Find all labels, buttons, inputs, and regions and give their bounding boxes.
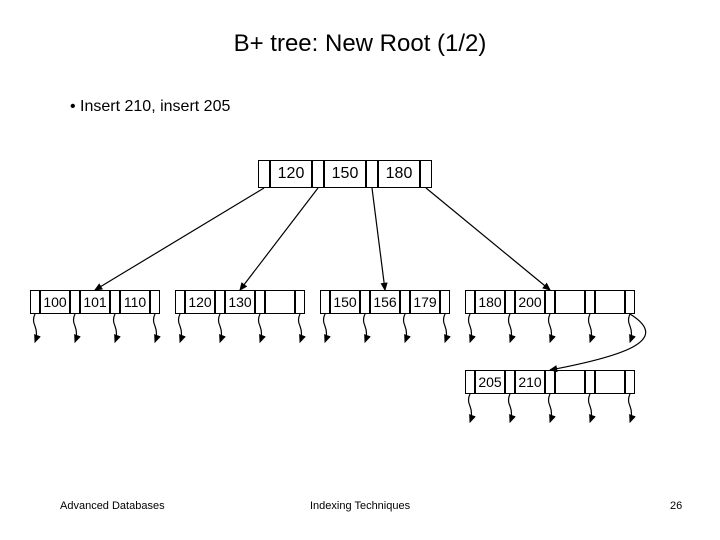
leaf-node-1: 120 130 [175,290,305,314]
leaf-ptr [585,290,595,314]
leaf-key [595,290,625,314]
root-ptr [312,160,324,188]
leaf-key: 101 [80,290,110,314]
root-ptr [366,160,378,188]
leaf-node-0: 100 101 110 [30,290,160,314]
leaf-ptr [295,290,305,314]
leaf-key: 210 [515,370,545,394]
leaf-ptr [255,290,265,314]
leaf-ptr [175,290,185,314]
leaf-ptr [625,290,635,314]
leaf-ptr [545,290,555,314]
leaf-ptr [215,290,225,314]
leaf-key: 180 [475,290,505,314]
leaf-key: 179 [410,290,440,314]
root-key: 150 [324,160,366,188]
footer-left: Advanced Databases [60,500,165,512]
root-ptr [420,160,432,188]
leaf-key [555,290,585,314]
leaf-ptr [110,290,120,314]
leaf-key: 130 [225,290,255,314]
leaf-node-4: 205 210 [465,370,635,394]
bullet-insert: • Insert 210, insert 205 [70,98,230,116]
root-key: 180 [378,160,420,188]
root-node: 120 150 180 [258,160,432,188]
leaf-key: 156 [370,290,400,314]
leaf-ptr [30,290,40,314]
leaf-ptr [400,290,410,314]
page-title: B+ tree: New Root (1/2) [0,30,720,58]
leaf-ptr [465,290,475,314]
leaf-ptr [150,290,160,314]
leaf-key: 150 [330,290,360,314]
leaf-ptr [465,370,475,394]
leaf-ptr [505,290,515,314]
leaf-key [595,370,625,394]
leaf-key [265,290,295,314]
leaf-key: 200 [515,290,545,314]
root-ptr [258,160,270,188]
leaf-node-3: 180 200 [465,290,635,314]
leaf-ptr [505,370,515,394]
leaf-ptr [545,370,555,394]
leaf-key [555,370,585,394]
leaf-ptr [360,290,370,314]
root-key: 120 [270,160,312,188]
footer-right: 26 [670,500,682,512]
leaf-node-2: 150 156 179 [320,290,450,314]
leaf-ptr [70,290,80,314]
leaf-ptr [625,370,635,394]
leaf-key: 100 [40,290,70,314]
footer-mid: Indexing Techniques [310,500,410,512]
leaf-key: 110 [120,290,150,314]
leaf-key: 120 [185,290,215,314]
arrow-overlay [0,0,720,540]
leaf-key: 205 [475,370,505,394]
leaf-ptr [320,290,330,314]
leaf-ptr [440,290,450,314]
leaf-ptr [585,370,595,394]
